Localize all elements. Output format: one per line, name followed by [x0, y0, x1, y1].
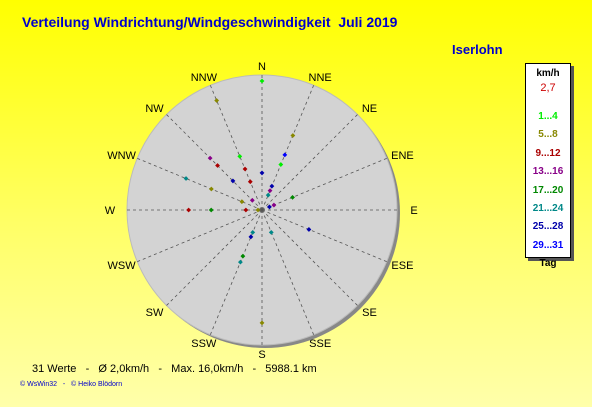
direction-label-w: W — [105, 205, 116, 217]
data-point — [237, 153, 243, 159]
spoke-sw — [166, 209, 263, 306]
data-point — [306, 227, 312, 232]
data-point — [240, 253, 246, 259]
data-point — [186, 207, 192, 213]
data-point — [207, 155, 213, 161]
data-point — [214, 98, 220, 103]
spoke-wsw — [137, 209, 263, 263]
data-point — [278, 162, 284, 167]
legend-item: 29...31 — [532, 239, 564, 251]
spoke-ne — [261, 114, 358, 211]
data-point — [282, 152, 288, 158]
data-point — [267, 204, 272, 210]
data-point — [248, 234, 254, 240]
legend-tag: Tag — [539, 258, 557, 270]
data-point — [249, 197, 255, 203]
direction-label-ne: NE — [362, 103, 377, 115]
legend-item: 5...8 — [538, 129, 558, 141]
data-point — [243, 207, 249, 213]
data-point — [259, 78, 265, 84]
data-point — [238, 259, 243, 265]
data-point — [215, 163, 220, 168]
spoke-sse — [261, 209, 315, 335]
legend-item: 9...12 — [535, 147, 561, 159]
spoke-se — [261, 209, 358, 306]
legend-header: km/h — [536, 68, 560, 79]
direction-label-ese: ESE — [391, 260, 413, 272]
data-point — [290, 133, 296, 138]
data-point — [247, 179, 253, 185]
data-point — [208, 207, 214, 213]
data-point — [269, 183, 275, 189]
data-point — [265, 192, 271, 198]
legend-items: 1...4 5...8 9...12 13...16 17...20 21...24 25.… — [526, 108, 570, 255]
legend-item: 21...24 — [532, 202, 564, 214]
legend-item: 13...16 — [532, 166, 564, 178]
legend-average: 2,7 — [540, 82, 556, 94]
data-point — [208, 186, 214, 192]
direction-label-n: N — [258, 61, 266, 73]
direction-label-sse: SSE — [309, 338, 331, 350]
spoke-ssw — [209, 209, 263, 335]
data-point — [259, 170, 265, 176]
spoke-nw — [166, 114, 263, 211]
legend-item: 17...20 — [532, 184, 564, 196]
data-point — [230, 178, 236, 184]
direction-label-nne: NNE — [309, 72, 332, 84]
data-point — [183, 176, 189, 181]
data-point — [259, 320, 265, 326]
legend-item: 25...28 — [532, 221, 564, 233]
data-point — [255, 207, 261, 213]
spoke-wnw — [137, 157, 263, 211]
direction-label-se: SE — [362, 307, 377, 319]
speed-legend: km/h 2,7 1...4 5...8 9...12 13...16 17...20 2… — [525, 63, 571, 269]
direction-label-wnw: WNW — [107, 150, 136, 162]
data-point — [268, 229, 274, 235]
direction-label-ene: ENE — [391, 150, 414, 162]
data-point — [242, 166, 248, 172]
direction-label-ssw: SSW — [191, 338, 217, 350]
direction-labels: N NNE NE ENE E ESE SE SSE S SSW SW WSW W WNW NW NNW — [105, 61, 418, 361]
data-point — [290, 194, 295, 200]
legend-item: 1...4 — [538, 111, 558, 122]
stats-line: 31 Werte - Ø 2,0km/h - Max. 16,0km/h - 5… — [32, 363, 317, 375]
data-points — [183, 78, 312, 326]
spoke-ene — [261, 157, 387, 211]
direction-label-nnw: NNW — [191, 72, 218, 84]
chart-title: Verteilung Windrichtung/Windgeschwindigk… — [22, 14, 398, 30]
copyright-line: © WsWin32 - © Heiko Blödorn — [20, 381, 123, 388]
direction-label-sw: SW — [146, 307, 164, 319]
direction-label-s: S — [258, 349, 265, 361]
location-label: Iserlohn — [452, 42, 503, 57]
direction-label-e: E — [410, 205, 417, 217]
data-point — [267, 188, 273, 194]
data-point — [271, 202, 277, 208]
direction-spokes — [127, 75, 397, 345]
spoke-ese — [261, 209, 387, 263]
data-point — [239, 199, 245, 205]
data-point — [250, 229, 256, 235]
spoke-nnw — [209, 85, 263, 211]
direction-label-nw: NW — [145, 103, 164, 115]
direction-label-wsw: WSW — [108, 260, 137, 272]
spoke-nne — [261, 85, 315, 211]
